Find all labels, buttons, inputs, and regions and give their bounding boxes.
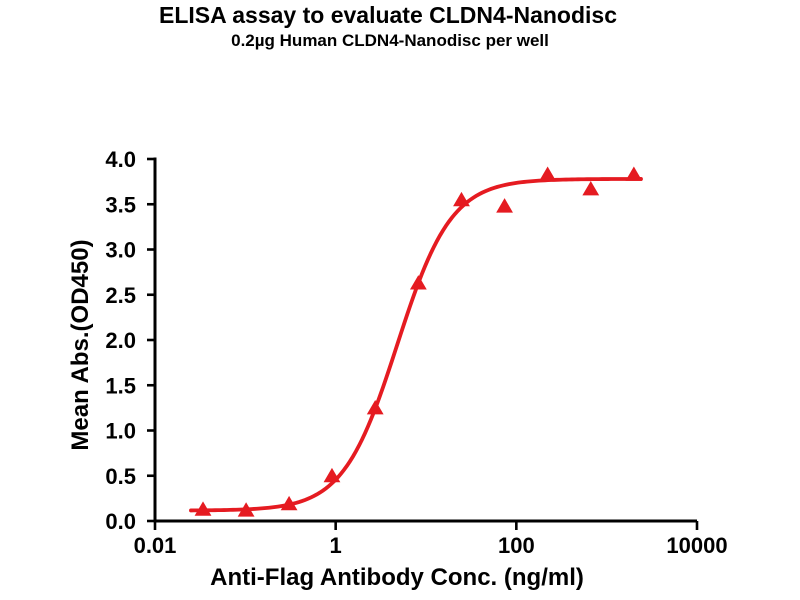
data-point-marker <box>496 198 513 213</box>
fit-curve <box>189 177 643 513</box>
y-tick-label: 1.0 <box>105 419 136 444</box>
x-tick-label: 10000 <box>666 533 727 558</box>
y-tick-label: 2.0 <box>105 328 136 353</box>
y-tick-label: 1.5 <box>105 373 136 398</box>
x-tick-label: 0.01 <box>134 533 177 558</box>
y-tick-label: 2.5 <box>105 283 136 308</box>
x-axis-label: Anti-Flag Antibody Conc. (ng/ml) <box>210 564 584 591</box>
y-tick-label: 0.0 <box>105 509 136 534</box>
data-point-marker <box>539 166 557 181</box>
x-tick-label: 1 <box>330 533 342 558</box>
y-tick-label: 3.0 <box>105 238 136 263</box>
x-tick-label: 100 <box>498 533 535 558</box>
y-tick-label: 0.5 <box>105 464 136 489</box>
data-point-marker <box>582 180 600 196</box>
chart-title: ELISA assay to evaluate CLDN4-Nanodisc <box>158 2 618 28</box>
chart-subtitle: 0.2µg Human CLDN4-Nanodisc per well <box>231 31 549 50</box>
y-tick-label: 3.5 <box>105 192 136 217</box>
axis-spine <box>153 157 697 523</box>
y-tick-label: 4.0 <box>105 147 136 172</box>
